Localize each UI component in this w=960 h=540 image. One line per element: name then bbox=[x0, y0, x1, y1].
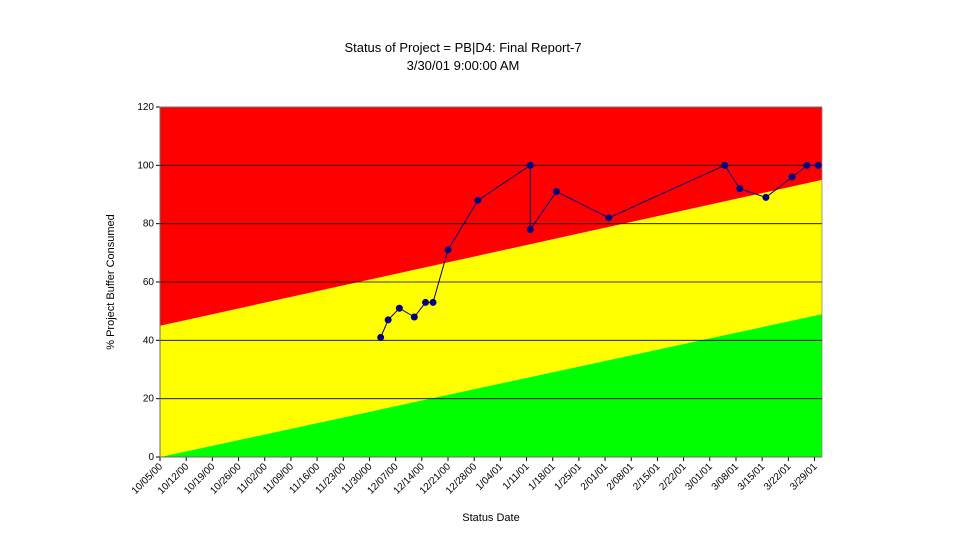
data-point bbox=[736, 185, 744, 193]
plot-border bbox=[159, 106, 823, 458]
data-point bbox=[526, 226, 534, 233]
y-tick-label: 80 bbox=[143, 219, 155, 230]
data-point bbox=[410, 313, 418, 321]
data-point bbox=[429, 298, 437, 306]
x-tick-label: 2/08/01 bbox=[605, 461, 637, 493]
x-tick-label: 3/01/01 bbox=[684, 461, 716, 493]
x-axis-title: Status Date bbox=[462, 512, 519, 524]
zone bbox=[160, 179, 822, 457]
chart-subtitle: 3/30/01 9:00:00 AM bbox=[407, 58, 520, 73]
x-tick-label: 2/01/01 bbox=[579, 461, 611, 493]
y-axis-title: % Project Buffer Consumed bbox=[105, 214, 117, 350]
chart-title: Status of Project = PB|D4: Final Report-… bbox=[344, 40, 581, 55]
data-point bbox=[526, 161, 534, 169]
y-tick-label: 0 bbox=[148, 452, 154, 463]
x-tick-label: 2/15/01 bbox=[631, 461, 663, 493]
data-point bbox=[395, 304, 403, 312]
data-point bbox=[803, 161, 811, 169]
zone bbox=[160, 314, 822, 457]
x-tick-label: 1/04/01 bbox=[474, 461, 506, 493]
data-point bbox=[605, 214, 613, 222]
data-point bbox=[444, 246, 452, 254]
y-tick-label: 120 bbox=[137, 102, 154, 113]
y-tick-label: 100 bbox=[137, 160, 154, 171]
x-tick-label: 2/22/01 bbox=[657, 461, 689, 493]
data-point bbox=[788, 173, 796, 181]
y-tick-label: 40 bbox=[143, 335, 155, 346]
data-point bbox=[552, 188, 560, 196]
x-tick-label: 3/15/01 bbox=[736, 461, 768, 493]
x-tick-label: 3/29/01 bbox=[788, 461, 820, 493]
x-tick-label: 1/18/01 bbox=[526, 461, 558, 493]
x-tick-label: 3/08/01 bbox=[710, 461, 742, 493]
data-point bbox=[474, 196, 482, 204]
data-point bbox=[422, 298, 430, 306]
data-point bbox=[721, 161, 729, 169]
x-tick-label: 3/22/01 bbox=[762, 461, 794, 493]
zone bbox=[160, 107, 822, 326]
data-point bbox=[762, 193, 770, 201]
data-point bbox=[384, 316, 392, 324]
data-point bbox=[377, 333, 385, 341]
y-tick-label: 20 bbox=[143, 394, 155, 405]
x-tick-label: 1/11/01 bbox=[501, 461, 532, 492]
x-tick-label: 1/25/01 bbox=[553, 461, 585, 493]
y-tick-label: 60 bbox=[143, 277, 155, 288]
data-point bbox=[814, 161, 822, 169]
